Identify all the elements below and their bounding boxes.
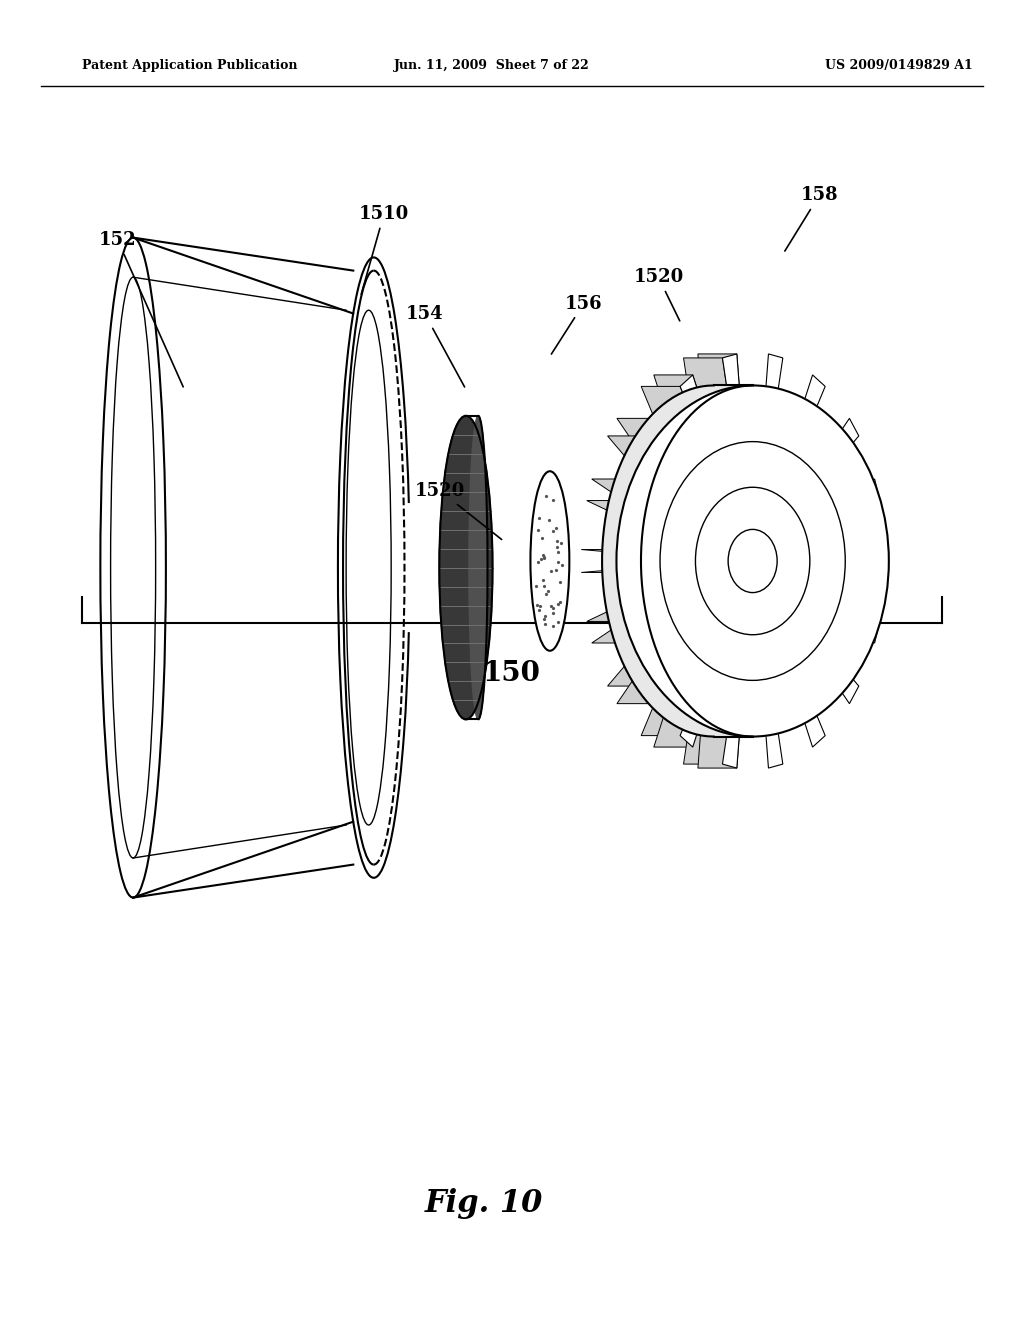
Text: Jun. 11, 2009  Sheet 7 of 22: Jun. 11, 2009 Sheet 7 of 22 [393, 59, 590, 73]
Polygon shape [684, 733, 727, 764]
Polygon shape [855, 479, 880, 510]
Text: 1510: 1510 [358, 205, 410, 294]
Polygon shape [835, 667, 859, 704]
Text: Fig. 10: Fig. 10 [425, 1188, 544, 1220]
Text: 156: 156 [551, 294, 602, 354]
Text: 154: 154 [407, 305, 465, 387]
Polygon shape [621, 549, 641, 573]
Polygon shape [641, 387, 691, 414]
Polygon shape [592, 630, 650, 643]
Polygon shape [582, 549, 641, 552]
Polygon shape [616, 418, 671, 441]
Ellipse shape [439, 416, 493, 719]
Polygon shape [766, 733, 782, 768]
Polygon shape [864, 549, 885, 573]
Text: 1520: 1520 [415, 482, 502, 540]
Ellipse shape [530, 471, 569, 651]
Polygon shape [582, 570, 641, 573]
Text: 152: 152 [99, 231, 183, 387]
Circle shape [616, 385, 889, 737]
Polygon shape [641, 708, 691, 735]
Polygon shape [653, 718, 702, 747]
Polygon shape [723, 354, 739, 389]
Polygon shape [607, 436, 664, 455]
Polygon shape [653, 375, 702, 404]
Polygon shape [626, 612, 650, 643]
Polygon shape [766, 354, 782, 389]
Polygon shape [587, 500, 646, 510]
Polygon shape [835, 418, 859, 455]
Polygon shape [698, 354, 739, 387]
Text: US 2009/0149829 A1: US 2009/0149829 A1 [825, 59, 973, 73]
Text: 158: 158 [784, 186, 838, 251]
Text: 1520: 1520 [633, 268, 684, 321]
Polygon shape [616, 681, 671, 704]
Ellipse shape [469, 416, 487, 719]
Polygon shape [607, 667, 664, 686]
Polygon shape [698, 735, 739, 768]
Polygon shape [602, 385, 753, 737]
Polygon shape [592, 479, 650, 492]
Polygon shape [723, 733, 739, 768]
Polygon shape [646, 418, 671, 455]
Text: Patent Application Publication: Patent Application Publication [82, 59, 297, 73]
Polygon shape [587, 612, 646, 622]
Polygon shape [646, 667, 671, 704]
Polygon shape [803, 708, 825, 747]
Polygon shape [680, 708, 702, 747]
Polygon shape [684, 358, 727, 389]
Polygon shape [680, 375, 702, 414]
Polygon shape [626, 479, 650, 510]
Text: 150: 150 [483, 660, 541, 686]
Polygon shape [803, 375, 825, 414]
Polygon shape [855, 612, 880, 643]
